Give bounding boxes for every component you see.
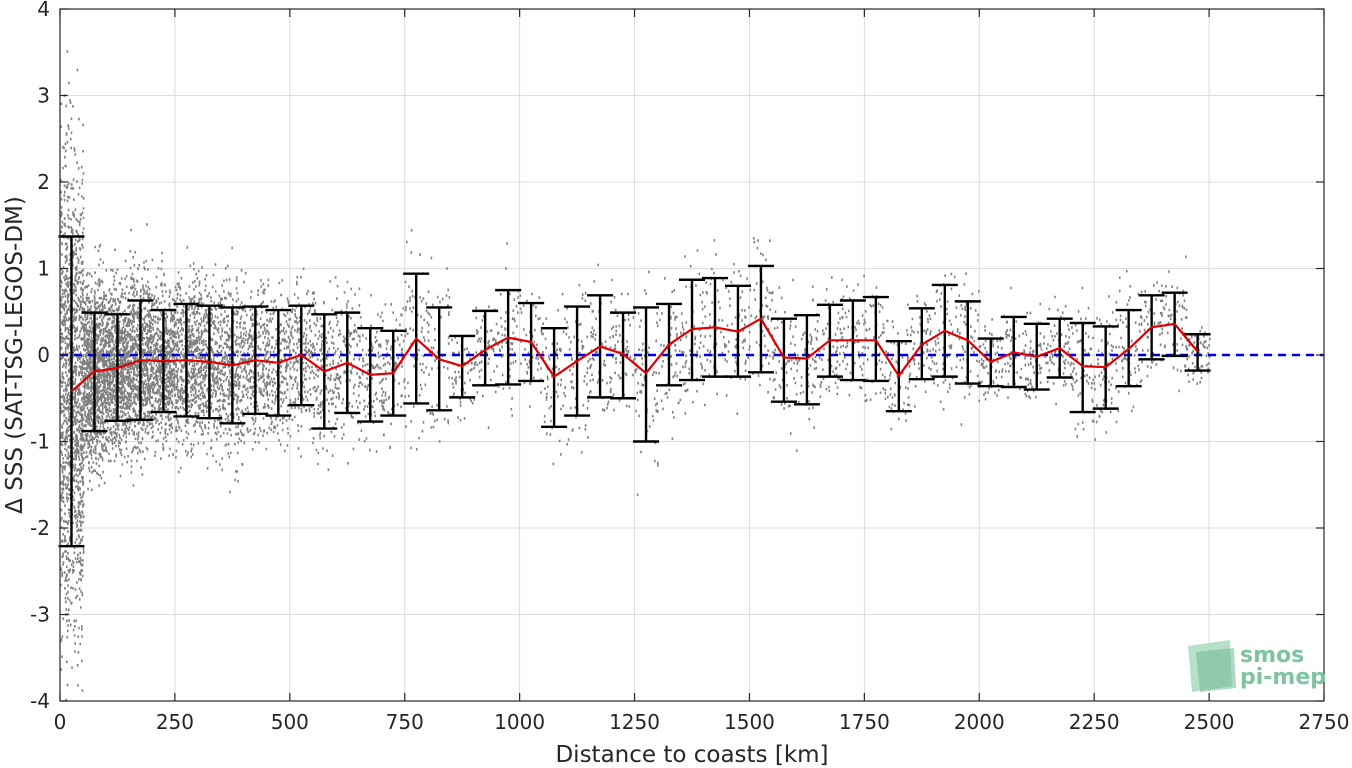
logo-text-line1: smos: [1240, 643, 1304, 668]
error-bar: [1184, 333, 1211, 372]
y-tick-label: 3: [37, 84, 50, 108]
y-tick-label: 0: [37, 343, 50, 367]
y-tick-label: 1: [37, 257, 50, 281]
error-bar: [770, 317, 797, 403]
x-axis-ticks: 0 250 500 750 1000 1250 1500 1750 2000 2250 2500 27…: [54, 9, 1350, 734]
logo-text-line2: pi-mep: [1240, 665, 1326, 690]
x-tick-label: 0: [54, 710, 67, 734]
y-axis-ticks: 4 3 2 1 0 -1 -2 -3 -4: [30, 0, 1324, 713]
y-tick-label: 2: [37, 170, 50, 194]
error-bar: [862, 295, 889, 383]
error-bar: [793, 314, 820, 406]
x-tick-label: 2500: [1184, 710, 1235, 734]
y-tick-label: -1: [30, 430, 50, 454]
x-tick-label: 2000: [954, 710, 1005, 734]
y-tick-label: -3: [30, 603, 50, 627]
error-bar: [954, 300, 981, 385]
smos-pi-mep-logo: smos pi-mep: [1188, 640, 1326, 692]
x-tick-label: 1750: [839, 710, 890, 734]
logo-mark-shade: [1196, 648, 1236, 692]
error-bar: [58, 235, 85, 548]
x-tick-label: 750: [386, 710, 424, 734]
x-tick-label: 1500: [724, 710, 775, 734]
x-tick-label: 2250: [1069, 710, 1120, 734]
y-tick-label: -2: [30, 516, 50, 540]
y-axis-label: Δ SSS (SAT-TSG-LEGOS-DM): [2, 196, 28, 514]
y-tick-label: -4: [30, 689, 50, 713]
x-axis-label: Distance to coasts [km]: [555, 742, 828, 768]
scatter-points: [60, 50, 1211, 702]
error-bar: [472, 309, 499, 387]
x-tick-label: 2750: [1299, 710, 1350, 734]
x-tick-label: 1250: [609, 710, 660, 734]
scatter-cloud: [60, 50, 1211, 702]
x-tick-label: 250: [156, 710, 194, 734]
y-tick-label: 4: [37, 0, 50, 21]
x-tick-label: 500: [271, 710, 309, 734]
x-tick-label: 1000: [494, 710, 545, 734]
mean-line: [70, 317, 1199, 393]
error-bar: [1069, 321, 1096, 414]
